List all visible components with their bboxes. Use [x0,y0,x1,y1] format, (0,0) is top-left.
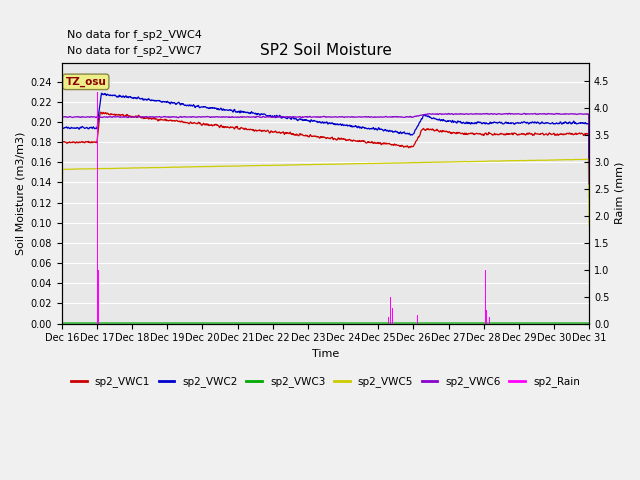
Text: No data for f_sp2_VWC7: No data for f_sp2_VWC7 [67,45,202,56]
Y-axis label: Soil Moisture (m3/m3): Soil Moisture (m3/m3) [15,132,25,255]
Y-axis label: Raim (mm): Raim (mm) [615,162,625,225]
Text: TZ_osu: TZ_osu [65,77,106,87]
Legend: sp2_VWC1, sp2_VWC2, sp2_VWC3, sp2_VWC5, sp2_VWC6, sp2_Rain: sp2_VWC1, sp2_VWC2, sp2_VWC3, sp2_VWC5, … [67,372,584,391]
X-axis label: Time: Time [312,349,339,359]
Title: SP2 Soil Moisture: SP2 Soil Moisture [260,43,392,58]
Text: No data for f_sp2_VWC4: No data for f_sp2_VWC4 [67,29,202,40]
